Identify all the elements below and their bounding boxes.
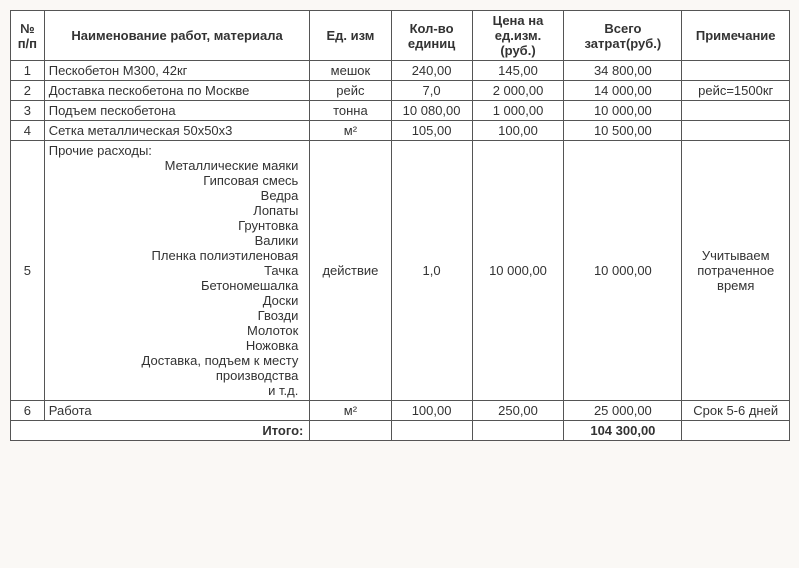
cell-unit: м² bbox=[310, 401, 391, 421]
cell-name: Подъем пескобетона bbox=[44, 101, 310, 121]
cell-note: Срок 5-6 дней bbox=[682, 401, 790, 421]
header-price: Цена на ед.изм. (руб.) bbox=[472, 11, 564, 61]
misc-item: Молоток bbox=[49, 323, 307, 338]
misc-item: Ножовка bbox=[49, 338, 307, 353]
misc-item: Металлические маяки bbox=[49, 158, 307, 173]
cell-name: Пескобетон М300, 42кг bbox=[44, 61, 310, 81]
footer-empty bbox=[682, 421, 790, 441]
header-name: Наименование работ, материала bbox=[44, 11, 310, 61]
cell-price: 1 000,00 bbox=[472, 101, 564, 121]
cell-unit: мешок bbox=[310, 61, 391, 81]
cell-total: 10 000,00 bbox=[564, 141, 682, 401]
cell-total: 25 000,00 bbox=[564, 401, 682, 421]
cell-price: 100,00 bbox=[472, 121, 564, 141]
table-header-row: № п/п Наименование работ, материала Ед. … bbox=[11, 11, 790, 61]
table-row: 4 Сетка металлическая 50х50х3 м² 105,00 … bbox=[11, 121, 790, 141]
table-row: 2 Доставка пескобетона по Москве рейс 7,… bbox=[11, 81, 790, 101]
cell-total: 10 000,00 bbox=[564, 101, 682, 121]
cell-num: 3 bbox=[11, 101, 45, 121]
misc-item: Доставка, подъем к месту bbox=[49, 353, 307, 368]
table-row: 3 Подъем пескобетона тонна 10 080,00 1 0… bbox=[11, 101, 790, 121]
footer-empty bbox=[472, 421, 564, 441]
misc-item: Грунтовка bbox=[49, 218, 307, 233]
misc-item: Доски bbox=[49, 293, 307, 308]
cell-note: Учитываем потраченное время bbox=[682, 141, 790, 401]
cell-unit: м² bbox=[310, 121, 391, 141]
misc-item: Пленка полиэтиленовая bbox=[49, 248, 307, 263]
cell-name: Доставка пескобетона по Москве bbox=[44, 81, 310, 101]
cell-qty: 7,0 bbox=[391, 81, 472, 101]
misc-header: Прочие расходы: bbox=[49, 143, 152, 158]
cell-name-multi: Прочие расходы: Металлические маяки Гипс… bbox=[44, 141, 310, 401]
cell-price: 2 000,00 bbox=[472, 81, 564, 101]
cell-price: 10 000,00 bbox=[472, 141, 564, 401]
cell-qty: 1,0 bbox=[391, 141, 472, 401]
cell-unit: действие bbox=[310, 141, 391, 401]
cell-total: 34 800,00 bbox=[564, 61, 682, 81]
misc-item: и т.д. bbox=[49, 383, 307, 398]
cell-note bbox=[682, 61, 790, 81]
cell-price: 145,00 bbox=[472, 61, 564, 81]
cell-unit: рейс bbox=[310, 81, 391, 101]
misc-item: Лопаты bbox=[49, 203, 307, 218]
footer-empty bbox=[391, 421, 472, 441]
cell-total: 14 000,00 bbox=[564, 81, 682, 101]
cell-note: рейс=1500кг bbox=[682, 81, 790, 101]
cell-num: 4 bbox=[11, 121, 45, 141]
misc-item: Гвозди bbox=[49, 308, 307, 323]
misc-item: производства bbox=[49, 368, 307, 383]
footer-empty bbox=[310, 421, 391, 441]
header-qty: Кол-во единиц bbox=[391, 11, 472, 61]
table-row: 1 Пескобетон М300, 42кг мешок 240,00 145… bbox=[11, 61, 790, 81]
cell-unit: тонна bbox=[310, 101, 391, 121]
misc-item: Гипсовая смесь bbox=[49, 173, 307, 188]
cell-qty: 240,00 bbox=[391, 61, 472, 81]
table-footer-row: Итого: 104 300,00 bbox=[11, 421, 790, 441]
table-row: 6 Работа м² 100,00 250,00 25 000,00 Срок… bbox=[11, 401, 790, 421]
cell-num: 1 bbox=[11, 61, 45, 81]
cell-note bbox=[682, 121, 790, 141]
table-row-misc: 5 Прочие расходы: Металлические маяки Ги… bbox=[11, 141, 790, 401]
header-total: Всего затрат(руб.) bbox=[564, 11, 682, 61]
cell-qty: 100,00 bbox=[391, 401, 472, 421]
cell-total: 10 500,00 bbox=[564, 121, 682, 141]
cell-name: Работа bbox=[44, 401, 310, 421]
header-num: № п/п bbox=[11, 11, 45, 61]
cell-name: Сетка металлическая 50х50х3 bbox=[44, 121, 310, 141]
cell-num: 2 bbox=[11, 81, 45, 101]
cell-qty: 10 080,00 bbox=[391, 101, 472, 121]
footer-label: Итого: bbox=[11, 421, 310, 441]
cell-price: 250,00 bbox=[472, 401, 564, 421]
cell-qty: 105,00 bbox=[391, 121, 472, 141]
cost-estimate-table: № п/п Наименование работ, материала Ед. … bbox=[10, 10, 790, 441]
cell-num: 6 bbox=[11, 401, 45, 421]
header-note: Примечание bbox=[682, 11, 790, 61]
misc-item: Ведра bbox=[49, 188, 307, 203]
cell-note bbox=[682, 101, 790, 121]
header-unit: Ед. изм bbox=[310, 11, 391, 61]
misc-item: Бетономешалка bbox=[49, 278, 307, 293]
misc-item: Тачка bbox=[49, 263, 307, 278]
footer-total: 104 300,00 bbox=[564, 421, 682, 441]
cell-num: 5 bbox=[11, 141, 45, 401]
misc-item: Валики bbox=[49, 233, 307, 248]
